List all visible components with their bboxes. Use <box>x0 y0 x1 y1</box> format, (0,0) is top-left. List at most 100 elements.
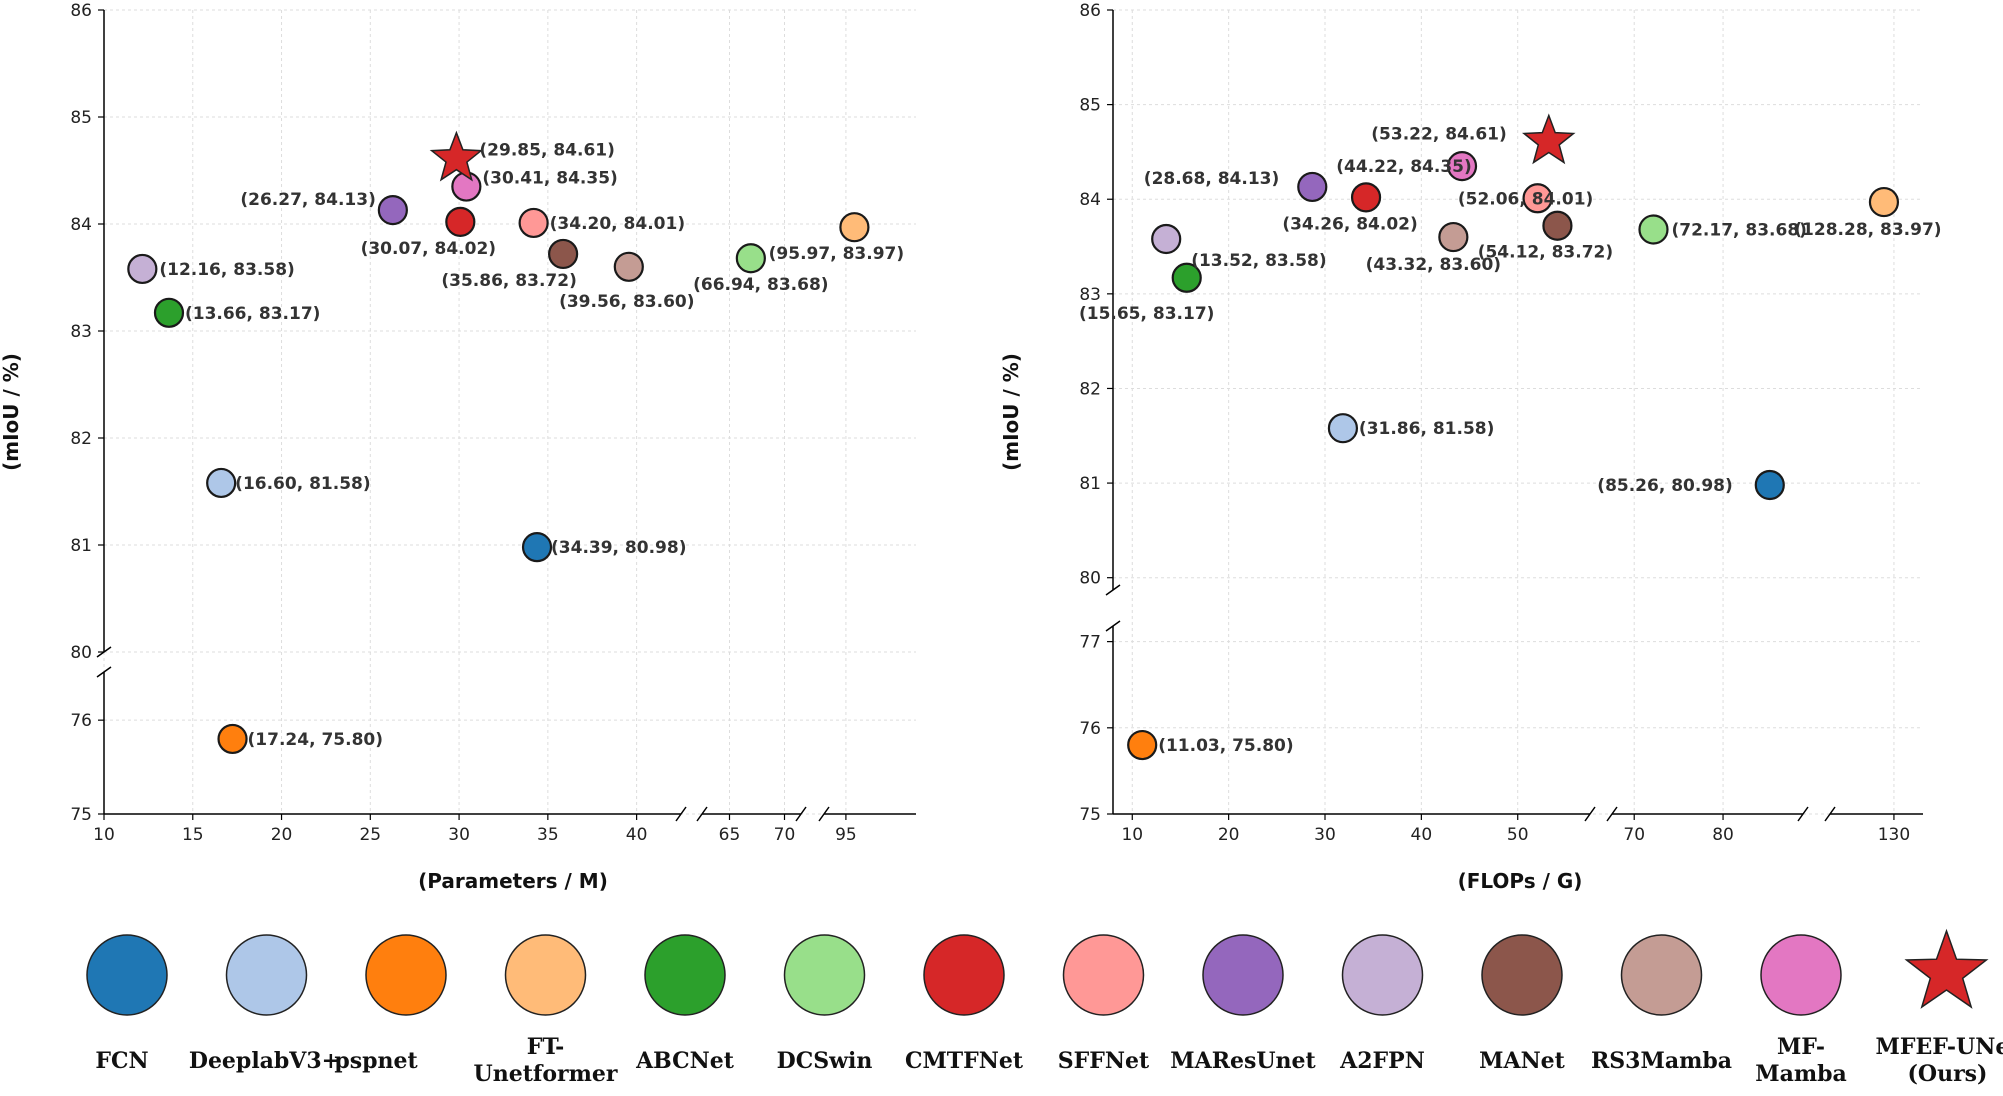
y-axis-break-mark <box>1105 620 1121 632</box>
y-axis-break-mark <box>96 666 112 678</box>
x-axis-break-mark <box>1797 806 1809 822</box>
x-axis-break-mark <box>675 806 687 822</box>
y-axis-break-mark <box>1105 584 1121 596</box>
legend-label-mfef-unet: MFEF-UNet <box>1876 1034 2003 1060</box>
data-label-pspnet: (17.24, 75.80) <box>248 730 383 750</box>
data-label-pspnet: (11.03, 75.80) <box>1158 736 1293 756</box>
y-tick-label: 76 <box>1079 719 1101 739</box>
point-star-mfef-unet <box>429 130 484 182</box>
legend-label-pspnet: pspnet <box>334 1048 418 1074</box>
y-tick-label: 75 <box>1079 805 1101 825</box>
y-tick-label: 81 <box>1079 474 1101 494</box>
y-tick-label: 77 <box>1079 633 1101 653</box>
point-rs3mamba <box>1438 221 1469 253</box>
legend-label-mf-mamba: MF- <box>1777 1034 1825 1060</box>
data-label-abcnet: (15.65, 83.17) <box>1079 304 1214 324</box>
data-label-mfef-unet: (29.85, 84.61) <box>479 141 614 161</box>
point-star-mfef-unet <box>1521 113 1576 165</box>
x-tick-label: 40 <box>626 825 648 845</box>
x-axis-break-mark <box>795 806 807 822</box>
y-tick-label: 86 <box>70 1 92 21</box>
x-axis-break-mark <box>696 806 708 822</box>
x-tick-label: 70 <box>774 825 796 845</box>
data-label-ft-unetformer: (128.28, 83.97) <box>1794 220 1941 240</box>
legend-label-mf-mamba: Mamba <box>1755 1061 1847 1087</box>
data-label-a2fpn: (12.16, 83.58) <box>159 260 294 280</box>
y-tick-label: 81 <box>70 536 92 556</box>
point-a2fpn <box>127 253 158 285</box>
y-tick-label: 82 <box>70 429 92 449</box>
data-label-deeplabv3-: (31.86, 81.58) <box>1359 419 1494 439</box>
legend-marker-rs3mamba <box>1620 934 1703 1016</box>
y-axis-label: (mIoU / %) <box>0 353 23 471</box>
point-maresunet <box>1297 171 1328 203</box>
legend-marker-cmtfnet <box>923 934 1005 1016</box>
x-tick-label: 95 <box>835 825 857 845</box>
data-label-maresunet: (28.68, 84.13) <box>1144 169 1279 189</box>
legend-marker-maresunet <box>1202 934 1284 1016</box>
data-label-abcnet: (13.66, 83.17) <box>185 304 320 324</box>
x-axis-break-mark <box>1606 806 1618 822</box>
point-dcswin <box>1638 214 1669 245</box>
y-tick-label: 80 <box>1079 569 1101 589</box>
x-tick-label: 20 <box>271 825 293 845</box>
data-label-sffnet: (34.20, 84.01) <box>550 214 685 234</box>
x-tick-label: 130 <box>1878 825 1910 845</box>
legend-marker-sffnet <box>1062 934 1145 1016</box>
x-tick-label: 50 <box>1507 825 1529 845</box>
data-label-fcn: (34.39, 80.98) <box>551 538 686 558</box>
grid <box>1113 9 1923 815</box>
data-label-mf-mamba: (44.22, 84.35) <box>1336 157 1471 177</box>
data-label-sffnet: (52.06, 84.01) <box>1458 189 1593 209</box>
data-points: (85.26, 80.98) (31.86, 81.58) (11.03, 75.8… <box>1079 113 1942 761</box>
x-tick-label: 40 <box>1411 825 1433 845</box>
point-fcn <box>521 532 553 563</box>
legend-label-a2fpn: A2FPN <box>1339 1048 1425 1074</box>
point-a2fpn <box>1151 223 1182 255</box>
x-axis-label: (FLOPs / G) <box>1458 869 1583 893</box>
x-axis-break-mark <box>1824 806 1836 822</box>
legend-marker-mf-mamba <box>1760 934 1842 1016</box>
point-manet <box>548 238 579 270</box>
point-pspnet <box>217 723 248 755</box>
data-label-cmtfnet: (34.26, 84.02) <box>1282 214 1417 234</box>
x-tick-label: 20 <box>1218 825 1240 845</box>
y-tick-label: 83 <box>1079 285 1101 305</box>
data-label-manet: (54.12, 83.72) <box>1478 243 1613 263</box>
x-tick-label: 30 <box>1314 825 1336 845</box>
data-label-cmtfnet: (30.07, 84.02) <box>361 239 496 259</box>
x-tick-label: 65 <box>719 825 741 845</box>
x-tick-label: 30 <box>448 825 470 845</box>
legend-label-mfef-unet: (Ours) <box>1908 1061 1988 1087</box>
chart-flops-vs-miou: 10 20 30 40 50 70 80 130 75 76 77 80 81 82 83 84 85 86 (FL… <box>999 1 1942 893</box>
legend-label-rs3mamba: RS3Mamba <box>1591 1048 1732 1074</box>
point-manet <box>1542 210 1573 241</box>
point-cmtfnet <box>1350 182 1382 213</box>
legend-label-manet: MANet <box>1479 1048 1566 1074</box>
point-rs3mamba <box>613 251 644 282</box>
data-label-mf-mamba: (30.41, 84.35) <box>482 169 617 189</box>
legend-label-ft-unetformer: FT- <box>527 1034 564 1060</box>
legend-marker-a2fpn <box>1341 934 1424 1016</box>
data-label-rs3mamba: (39.56, 83.60) <box>559 292 694 312</box>
x-axis-label: (Parameters / M) <box>418 869 608 893</box>
y-tick-label: 83 <box>70 322 92 342</box>
y-tick-label: 76 <box>70 711 92 731</box>
point-ft-unetformer <box>1868 186 1900 218</box>
legend-marker-dcswin <box>783 934 866 1016</box>
y-tick-label: 85 <box>1079 96 1101 116</box>
x-tick-label: 25 <box>359 825 381 845</box>
legend-marker-pspnet <box>365 934 447 1016</box>
x-tick-label: 10 <box>93 825 115 845</box>
point-sffnet <box>1522 183 1553 214</box>
legend-label-sffnet: SFFNet <box>1058 1048 1150 1074</box>
legend-marker-ft-unetformer <box>504 934 587 1016</box>
legend-marker-deeplabv3- <box>225 934 308 1016</box>
point-abcnet <box>1171 262 1202 293</box>
point-fcn <box>1754 469 1785 501</box>
x-tick-label: 80 <box>1712 825 1734 845</box>
point-abcnet <box>153 297 185 328</box>
data-label-fcn: (85.26, 80.98) <box>1597 476 1732 496</box>
data-label-ft-unetformer: (95.97, 83.97) <box>769 244 904 264</box>
